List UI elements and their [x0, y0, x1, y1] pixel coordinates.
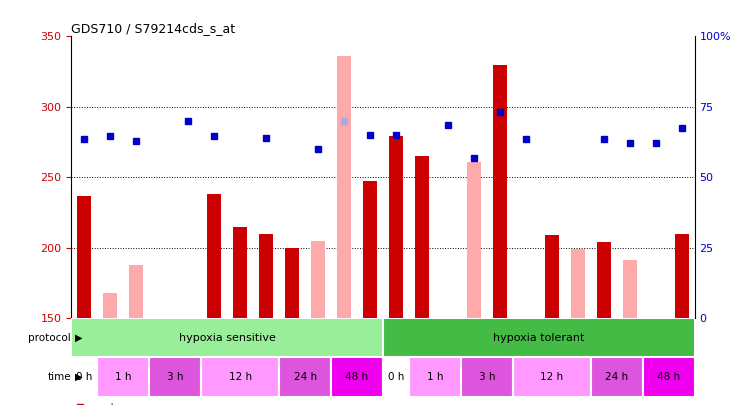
Bar — [571, 249, 585, 318]
Bar — [591, 358, 643, 397]
Bar — [71, 318, 695, 358]
Bar — [389, 136, 403, 318]
Bar — [596, 242, 611, 318]
Bar — [279, 358, 331, 397]
Bar — [643, 358, 695, 397]
Bar — [337, 56, 351, 318]
Text: 1 h: 1 h — [427, 372, 443, 382]
Text: protocol: protocol — [28, 333, 71, 343]
Bar — [77, 196, 92, 318]
Text: 48 h: 48 h — [657, 372, 680, 382]
Bar — [129, 264, 143, 318]
Text: 3 h: 3 h — [167, 372, 183, 382]
Bar — [383, 318, 695, 358]
Text: 0 h: 0 h — [76, 372, 92, 382]
Text: 0 h: 0 h — [388, 372, 404, 382]
Bar — [363, 181, 377, 318]
Bar — [674, 234, 689, 318]
Bar — [493, 65, 507, 318]
Text: 48 h: 48 h — [345, 372, 369, 382]
Text: 12 h: 12 h — [228, 372, 252, 382]
Bar — [201, 358, 279, 397]
Text: GDS710 / S79214cds_s_at: GDS710 / S79214cds_s_at — [71, 22, 236, 35]
Text: 3 h: 3 h — [478, 372, 495, 382]
Bar — [331, 358, 383, 397]
Bar — [98, 358, 149, 397]
Bar — [409, 358, 461, 397]
Bar — [383, 358, 409, 397]
Bar — [103, 293, 117, 318]
Bar — [259, 234, 273, 318]
Text: 24 h: 24 h — [294, 372, 317, 382]
Legend: count, percentile rank within the sample, value, Detection Call = ABSENT, rank, : count, percentile rank within the sample… — [76, 403, 253, 405]
Bar — [415, 156, 429, 318]
Bar — [285, 247, 299, 318]
Text: time: time — [47, 372, 71, 382]
Text: ▶: ▶ — [75, 333, 83, 343]
Bar — [461, 358, 513, 397]
Text: 24 h: 24 h — [605, 372, 629, 382]
Bar — [71, 358, 98, 397]
Text: ▶: ▶ — [75, 372, 83, 382]
Bar — [149, 358, 201, 397]
Bar — [467, 162, 481, 318]
Bar — [544, 235, 559, 318]
Bar — [623, 260, 637, 318]
Bar — [71, 318, 383, 358]
Text: hypoxia tolerant: hypoxia tolerant — [493, 333, 584, 343]
Text: 1 h: 1 h — [115, 372, 131, 382]
Text: 12 h: 12 h — [540, 372, 563, 382]
Bar — [233, 226, 247, 318]
Bar — [207, 194, 222, 318]
Text: hypoxia sensitive: hypoxia sensitive — [179, 333, 276, 343]
Bar — [311, 241, 325, 318]
Bar — [513, 358, 591, 397]
